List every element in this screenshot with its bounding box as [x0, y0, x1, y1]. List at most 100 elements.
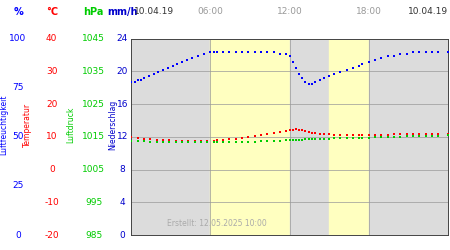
Point	[283, 129, 290, 133]
Point	[343, 68, 350, 72]
Point	[330, 132, 338, 136]
Point	[270, 131, 277, 135]
Point	[210, 140, 217, 144]
Point	[185, 140, 192, 143]
Point	[270, 139, 277, 143]
Point	[435, 50, 442, 54]
Point	[289, 60, 297, 64]
Point	[299, 128, 306, 132]
Text: 1035: 1035	[82, 67, 105, 76]
Point	[270, 50, 277, 54]
Point	[359, 136, 366, 140]
Point	[283, 52, 290, 56]
Point	[251, 134, 258, 138]
Text: 10: 10	[46, 132, 58, 141]
Text: 0: 0	[120, 230, 125, 239]
Point	[311, 137, 319, 141]
Text: 0: 0	[49, 165, 54, 174]
Point	[257, 133, 265, 137]
Point	[428, 134, 436, 138]
Text: 1005: 1005	[82, 165, 105, 174]
Point	[204, 139, 211, 143]
Text: %: %	[13, 7, 23, 17]
Point	[155, 70, 162, 74]
Point	[140, 140, 148, 143]
Point	[159, 68, 166, 72]
Text: 0: 0	[15, 230, 21, 239]
Point	[422, 132, 429, 136]
Point	[403, 52, 410, 56]
Text: 16: 16	[117, 100, 128, 109]
Text: 995: 995	[85, 198, 102, 207]
Point	[198, 140, 205, 144]
Point	[257, 140, 265, 143]
Point	[356, 133, 363, 137]
Bar	[211, 39, 289, 235]
Point	[435, 134, 442, 138]
Point	[128, 139, 135, 143]
Point	[276, 139, 284, 143]
Point	[264, 132, 271, 136]
Text: 50: 50	[12, 132, 24, 141]
Point	[337, 136, 344, 140]
Point	[276, 130, 284, 134]
Text: -10: -10	[45, 198, 59, 207]
Point	[166, 140, 173, 144]
Text: 1015: 1015	[82, 132, 105, 141]
Point	[371, 58, 378, 62]
Point	[311, 80, 319, 84]
Point	[159, 140, 166, 144]
Text: 10.04.19: 10.04.19	[134, 7, 174, 16]
Text: 12: 12	[117, 132, 128, 141]
Point	[390, 132, 397, 136]
Point	[134, 136, 141, 140]
Point	[365, 136, 372, 140]
Point	[238, 50, 246, 54]
Point	[153, 140, 160, 144]
Text: 985: 985	[85, 230, 102, 239]
Point	[147, 137, 154, 141]
Point	[422, 50, 429, 54]
Point	[444, 50, 450, 54]
Point	[245, 50, 252, 54]
Point	[286, 138, 293, 142]
Point	[390, 134, 397, 138]
Point	[428, 50, 436, 54]
Point	[245, 135, 252, 139]
Point	[305, 82, 312, 86]
Point	[321, 132, 328, 136]
Point	[292, 138, 300, 142]
Point	[371, 135, 378, 139]
Point	[302, 80, 309, 84]
Point	[384, 135, 391, 139]
Point	[378, 56, 385, 60]
Point	[178, 139, 185, 143]
Text: 1025: 1025	[82, 100, 105, 109]
Point	[403, 134, 410, 138]
Point	[359, 62, 366, 66]
Point	[330, 72, 338, 76]
Point	[174, 62, 181, 66]
Text: 06:00: 06:00	[198, 7, 224, 16]
Text: 1045: 1045	[82, 34, 105, 43]
Point	[308, 82, 315, 86]
Text: 20: 20	[117, 67, 128, 76]
Point	[397, 52, 404, 56]
Point	[356, 136, 363, 140]
Point	[264, 50, 271, 54]
Point	[416, 132, 423, 136]
Point	[321, 136, 328, 140]
Point	[210, 50, 217, 54]
Point	[321, 76, 328, 80]
Point	[150, 72, 157, 76]
Text: 8: 8	[120, 165, 125, 174]
Point	[349, 133, 356, 137]
Point	[210, 139, 217, 143]
Point	[289, 128, 297, 132]
Point	[164, 66, 171, 70]
Point	[316, 137, 323, 141]
Point	[365, 60, 372, 64]
Point	[238, 140, 246, 144]
Point	[325, 136, 333, 140]
Point	[201, 52, 208, 56]
